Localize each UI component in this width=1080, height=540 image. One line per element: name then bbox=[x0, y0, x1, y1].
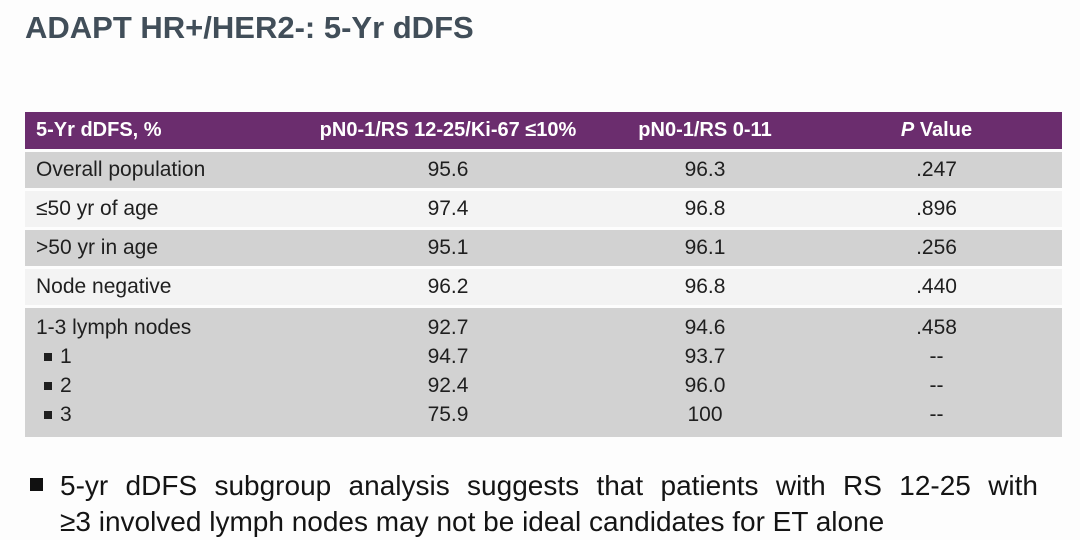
table-row-1-3-lymph-nodes: 1-3 lymph nodes 92.7 94.6 .458 bbox=[25, 313, 1062, 342]
table-header-row: 5-Yr dDFS, % pN0-1/RS 12-25/Ki-67 ≤10% p… bbox=[25, 112, 1062, 149]
row-value: .440 bbox=[916, 275, 957, 298]
row-value: 94.6 bbox=[684, 315, 726, 339]
conclusion-bullet: 5-yr dDFS subgroup analysis suggests tha… bbox=[30, 468, 1040, 540]
header-rs0-11-arm: pN0-1/RS 0-11 bbox=[638, 119, 772, 141]
row-value: 95.1 bbox=[427, 236, 469, 259]
row-value: .458 bbox=[916, 315, 957, 339]
table-group-lymph-nodes: 1-3 lymph nodes 92.7 94.6 .458 1 94.7 93… bbox=[25, 308, 1062, 437]
row-label-text: 3 bbox=[60, 402, 72, 426]
row-label: 1-3 lymph nodes bbox=[36, 315, 192, 339]
row-value: -- bbox=[929, 344, 944, 368]
row-label-text: 2 bbox=[60, 373, 72, 397]
row-value: 100 bbox=[687, 402, 723, 426]
table-row-over-50: >50 yr in age 95.1 96.1 .256 bbox=[25, 230, 1062, 266]
row-label-text: 1 bbox=[60, 344, 72, 368]
ddfs-results-table: 5-Yr dDFS, % pN0-1/RS 12-25/Ki-67 ≤10% p… bbox=[25, 112, 1062, 440]
square-bullet-icon bbox=[44, 352, 52, 361]
square-bullet-icon bbox=[44, 410, 52, 419]
table-row-2-nodes: 2 92.4 96.0 -- bbox=[25, 371, 1062, 400]
table-row-node-negative: Node negative 96.2 96.8 .440 bbox=[25, 269, 1062, 305]
row-value: .256 bbox=[916, 236, 957, 259]
row-value: -- bbox=[929, 402, 944, 426]
header-p-value: P Value bbox=[900, 119, 973, 141]
row-value: 95.6 bbox=[427, 158, 469, 181]
row-value: 96.8 bbox=[684, 275, 726, 298]
table-row-under-50: ≤50 yr of age 97.4 96.8 .896 bbox=[25, 191, 1062, 227]
row-value: 96.3 bbox=[684, 158, 726, 181]
table-row-1-node: 1 94.7 93.7 -- bbox=[25, 342, 1062, 371]
conclusion-line-1: 5-yr dDFS subgroup analysis suggests tha… bbox=[60, 470, 1038, 501]
row-label: Overall population bbox=[36, 158, 206, 181]
conclusion-text: 5-yr dDFS subgroup analysis suggests tha… bbox=[60, 468, 1038, 540]
row-label: >50 yr in age bbox=[36, 236, 159, 259]
row-value: 94.7 bbox=[427, 344, 469, 368]
row-label: ≤50 yr of age bbox=[36, 197, 159, 220]
table-row-3-nodes: 3 75.9 100 -- bbox=[25, 400, 1062, 429]
row-value: .896 bbox=[916, 197, 957, 220]
row-value: 96.8 bbox=[684, 197, 726, 220]
row-value: 96.0 bbox=[684, 373, 726, 397]
row-value: 92.4 bbox=[427, 373, 469, 397]
row-value: 75.9 bbox=[427, 402, 469, 426]
row-value: .247 bbox=[916, 158, 957, 181]
table-row-overall-population: Overall population 95.6 96.3 .247 bbox=[25, 152, 1062, 188]
header-metric: 5-Yr dDFS, % bbox=[36, 119, 162, 141]
square-bullet-icon bbox=[44, 381, 52, 390]
page-title: ADAPT HR+/HER2-: 5-Yr dDFS bbox=[25, 10, 474, 45]
row-label: Node negative bbox=[36, 275, 172, 298]
row-value: -- bbox=[929, 373, 944, 397]
row-value: 96.2 bbox=[427, 275, 469, 298]
row-value: 96.1 bbox=[684, 236, 726, 259]
row-label: 2 bbox=[25, 374, 297, 398]
conclusion-line-2: ≥3 involved lymph nodes may not be ideal… bbox=[60, 506, 885, 537]
square-bullet-icon bbox=[30, 478, 43, 491]
row-label: 1 bbox=[25, 345, 297, 369]
row-value: 92.7 bbox=[427, 315, 469, 339]
row-value: 97.4 bbox=[427, 197, 469, 220]
row-value: 93.7 bbox=[684, 344, 726, 368]
row-label: 3 bbox=[25, 403, 297, 427]
header-rs12-25-arm: pN0-1/RS 12-25/Ki-67 ≤10% bbox=[319, 119, 577, 141]
